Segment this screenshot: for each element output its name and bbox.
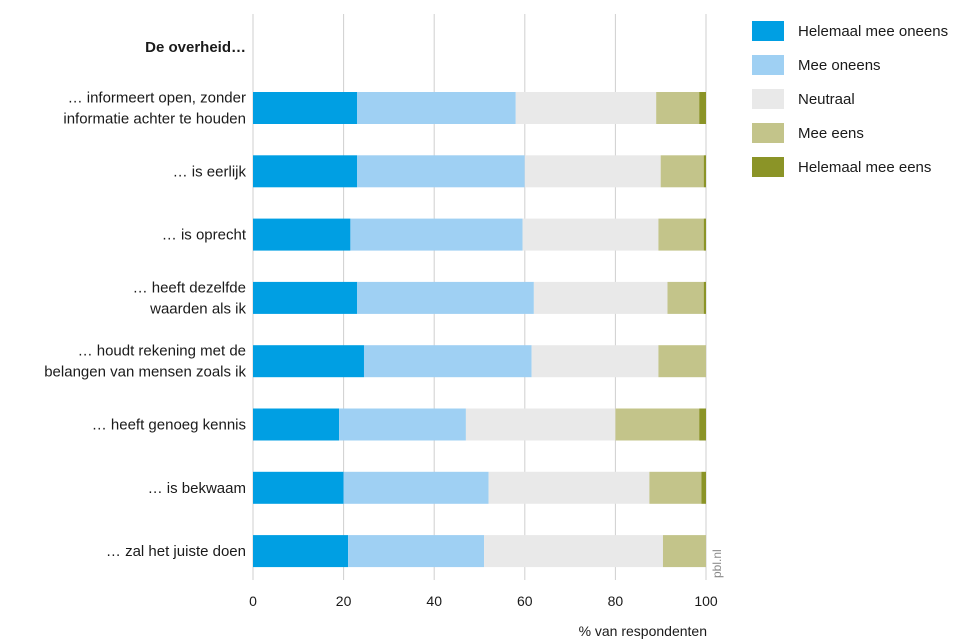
category-label: waarden als ik xyxy=(149,300,246,317)
x-axis-ticks: 0 20 40 60 80 100 xyxy=(249,593,718,609)
bar-segment-8-4 xyxy=(662,535,706,568)
bar-segment-8-1 xyxy=(253,535,349,568)
category-label: … zal het juiste doen xyxy=(106,543,246,560)
x-tick-label-60: 60 xyxy=(517,593,533,609)
category-label: informatie achter te houden xyxy=(63,111,246,128)
category-label: … is bekwaam xyxy=(148,480,246,497)
source-label: pbl.nl xyxy=(710,549,724,578)
bar-segment-4-5 xyxy=(703,281,706,314)
category-label: … is eerlijk xyxy=(173,163,247,180)
bar-segment-1-5 xyxy=(699,92,706,124)
bar-segment-8-3 xyxy=(484,535,663,568)
x-axis-label: % van respondenten xyxy=(579,623,707,639)
bar-segment-3-5 xyxy=(703,218,706,251)
bar-segment-1-1 xyxy=(253,92,358,124)
bar-segment-2-5 xyxy=(703,155,706,188)
bar-segment-4-2 xyxy=(357,281,534,314)
x-tick-label-80: 80 xyxy=(608,593,624,609)
bar-segment-3-1 xyxy=(253,218,351,251)
legend-swatch xyxy=(752,157,784,177)
legend-label: Neutraal xyxy=(798,90,855,108)
legend-label: Helemaal mee oneens xyxy=(798,22,949,40)
x-tick-label-0: 0 xyxy=(249,593,257,609)
bar-segment-7-4 xyxy=(649,471,702,504)
legend-label: Helemaal mee eens xyxy=(798,158,932,176)
bar-segment-5-2 xyxy=(363,345,532,378)
bar-segment-3-2 xyxy=(350,218,523,251)
bar-segment-7-3 xyxy=(488,471,650,504)
bar-segment-5-3 xyxy=(531,345,659,378)
legend: Helemaal mee oneens Mee oneens Neutraal Mee… xyxy=(752,14,948,184)
bar-segment-2-4 xyxy=(660,155,704,188)
legend-label: Mee oneens xyxy=(798,56,881,74)
category-label: … is oprecht xyxy=(162,227,247,244)
bar-segment-3-3 xyxy=(522,218,659,251)
bar-segment-4-3 xyxy=(533,281,668,314)
bar-segment-2-1 xyxy=(253,155,358,188)
legend-item: Helemaal mee oneens xyxy=(752,14,948,48)
legend-item: Neutraal xyxy=(752,82,948,116)
bar-segment-4-1 xyxy=(253,281,358,314)
bar-segment-6-1 xyxy=(253,408,340,441)
legend-swatch xyxy=(752,55,784,75)
bars xyxy=(253,92,706,568)
bar-segment-2-2 xyxy=(357,155,525,188)
bar-segment-6-3 xyxy=(465,408,616,441)
category-label: … informeert open, zonder xyxy=(68,90,246,107)
bar-segment-7-5 xyxy=(701,471,706,504)
bar-segment-2-3 xyxy=(524,155,661,188)
legend-swatch xyxy=(752,123,784,143)
category-label: … heeft dezelfde xyxy=(133,279,246,296)
x-tick-label-20: 20 xyxy=(336,593,352,609)
group-title: De overheid… xyxy=(145,39,246,56)
bar-segment-7-2 xyxy=(343,471,489,504)
x-tick-label-100: 100 xyxy=(694,593,718,609)
bar-segment-5-4 xyxy=(658,345,706,378)
bar-segment-4-4 xyxy=(667,281,704,314)
bar-segment-1-2 xyxy=(357,92,516,124)
x-tick-label-40: 40 xyxy=(426,593,442,609)
bar-segment-6-4 xyxy=(615,408,700,441)
legend-item: Helemaal mee eens xyxy=(752,150,948,184)
bar-segment-6-2 xyxy=(339,408,466,441)
bar-segment-3-4 xyxy=(658,218,704,251)
bar-segment-8-2 xyxy=(348,535,485,568)
legend-item: Mee oneens xyxy=(752,48,948,82)
bar-segment-1-4 xyxy=(656,92,700,124)
bar-segment-5-1 xyxy=(253,345,364,378)
legend-label: Mee eens xyxy=(798,124,864,142)
legend-item: Mee eens xyxy=(752,116,948,150)
category-label: … houdt rekening met de xyxy=(78,343,246,360)
category-label: belangen van mensen zoals ik xyxy=(44,364,246,381)
bar-segment-1-3 xyxy=(515,92,657,124)
category-labels: … informeert open, zonder informatie acht… xyxy=(44,90,247,561)
category-label: … heeft genoeg kennis xyxy=(92,417,246,434)
legend-swatch xyxy=(752,21,784,41)
bar-segment-7-1 xyxy=(253,471,344,504)
legend-swatch xyxy=(752,89,784,109)
bar-segment-6-5 xyxy=(699,408,706,441)
